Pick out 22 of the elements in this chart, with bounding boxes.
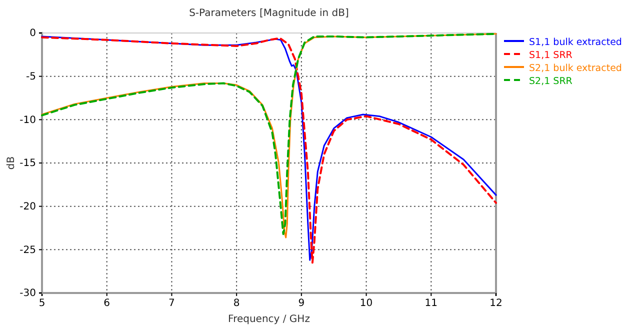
x-tick-label: 10 — [360, 298, 373, 310]
legend-label: S2,1 SRR — [529, 76, 573, 87]
x-tick-label: 5 — [38, 298, 46, 310]
y-tick-label: -10 — [20, 114, 36, 126]
y-tick-label: -20 — [20, 202, 36, 213]
x-tick-label: 11 — [424, 298, 438, 310]
legend-label: S2,1 bulk extracted — [529, 63, 622, 74]
chart-title: S-Parameters [Magnitude in dB] — [189, 8, 350, 19]
x-tick-label: 8 — [233, 298, 240, 310]
y-tick-label: 0 — [30, 28, 36, 40]
y-tick-label: -5 — [26, 72, 36, 83]
x-axis-title: Frequency / GHz — [228, 314, 310, 325]
y-tick-label: -25 — [20, 244, 36, 256]
y-axis-title: dB — [6, 156, 17, 170]
y-tick-label: -30 — [20, 288, 36, 300]
legend-label: S1,1 SRR — [529, 50, 573, 61]
y-tick-label: -15 — [20, 158, 36, 170]
x-tick-label: 6 — [104, 298, 110, 310]
x-tick-label: 7 — [168, 298, 175, 310]
x-tick-label: 9 — [298, 298, 305, 310]
x-tick-label: 12 — [490, 298, 502, 310]
legend-label: S1,1 bulk extracted — [529, 37, 622, 48]
